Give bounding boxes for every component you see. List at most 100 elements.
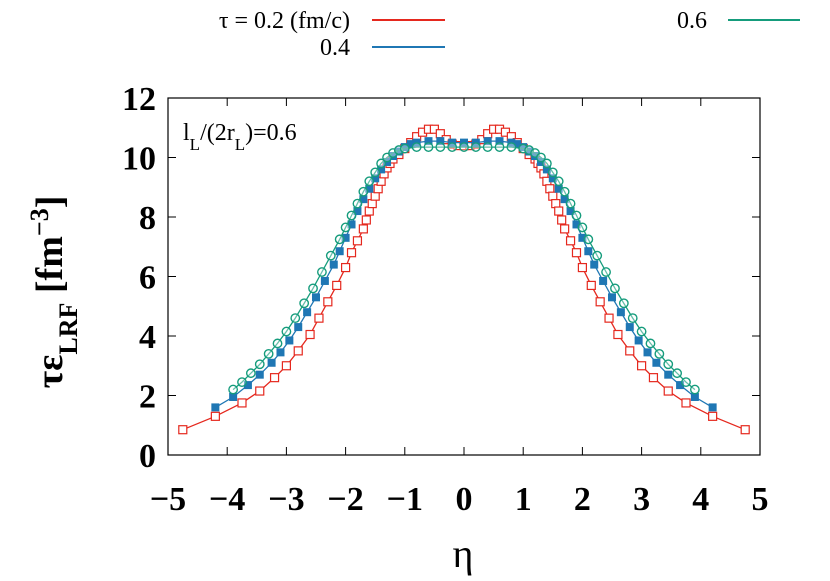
data-point (294, 323, 303, 332)
data-point (269, 373, 280, 383)
data-point (237, 398, 247, 408)
data-point (545, 184, 555, 194)
series-line (232, 146, 696, 391)
legend: τ = 0.2 (fm/c)0.4 0.6 (219, 8, 800, 61)
data-point (672, 368, 683, 379)
data-point (325, 250, 336, 261)
data-point (320, 276, 329, 285)
data-point (254, 359, 265, 370)
x-tick-label: −4 (209, 481, 245, 518)
data-point (494, 142, 505, 152)
data-point (590, 260, 599, 269)
y-tick-label: 2 (139, 379, 156, 416)
data-point (364, 176, 375, 187)
x-tick-label: −2 (327, 481, 363, 518)
data-point (267, 358, 276, 367)
x-tick-label: 4 (692, 481, 709, 518)
data-point (592, 250, 603, 261)
data-point (578, 233, 587, 242)
data-point (551, 199, 561, 209)
data-point (334, 234, 345, 245)
data-point (634, 336, 643, 345)
data-point (740, 425, 750, 435)
data-point (483, 137, 492, 146)
data-point (636, 361, 647, 371)
data-point (636, 326, 647, 337)
data-point (536, 152, 546, 163)
data-point (364, 206, 374, 216)
data-point (584, 247, 593, 256)
legend-label: 0.4 (320, 35, 350, 61)
data-point (560, 224, 570, 234)
data-point (654, 348, 665, 359)
series-2 (211, 137, 717, 412)
annotation-label: lL/(2rL)=0.6 (183, 120, 297, 154)
data-point (293, 346, 303, 356)
x-tick-label: 3 (633, 481, 650, 518)
data-point (290, 313, 301, 324)
data-point (557, 215, 567, 225)
legend-label: τ = 0.2 (fm/c) (219, 8, 350, 34)
data-point (329, 260, 338, 269)
data-point (237, 377, 247, 388)
x-tick-label: 5 (752, 481, 769, 518)
data-point (652, 358, 661, 367)
data-point (346, 248, 357, 258)
y-tick-label: 8 (139, 200, 156, 237)
data-point (627, 313, 638, 324)
data-point (565, 198, 576, 209)
data-point (689, 384, 700, 395)
data-point (352, 198, 363, 209)
data-point (616, 308, 625, 317)
data-point (553, 176, 564, 187)
data-point (495, 137, 504, 146)
data-point (308, 283, 318, 294)
data-point (604, 313, 614, 323)
y-tick-label: 6 (139, 260, 156, 297)
data-point (599, 276, 608, 285)
data-point (643, 348, 652, 357)
data-point (613, 329, 623, 340)
data-point (708, 403, 717, 412)
x-tick-label: 0 (456, 481, 473, 518)
data-point (424, 137, 433, 146)
data-point (554, 206, 564, 216)
data-point (272, 338, 283, 349)
data-point (595, 297, 605, 307)
data-point (211, 403, 220, 412)
data-point (618, 298, 629, 309)
data-point (332, 280, 342, 291)
data-point (361, 215, 371, 225)
data-point (281, 326, 292, 337)
data-point (367, 199, 377, 209)
data-point (255, 386, 265, 396)
data-point (608, 293, 616, 302)
data-point (447, 142, 458, 152)
data-point (583, 234, 594, 245)
data-point (285, 336, 294, 345)
series-layer (178, 124, 750, 435)
data-point (645, 338, 656, 349)
x-tick-label: 1 (515, 481, 532, 518)
data-point (459, 142, 469, 152)
data-point (314, 313, 324, 323)
data-point (376, 158, 387, 169)
data-point (565, 236, 576, 246)
x-tick-label: −1 (387, 481, 423, 518)
data-point (625, 346, 635, 356)
data-point (601, 267, 611, 277)
data-point (690, 392, 699, 401)
x-axis-label: η (453, 531, 474, 576)
data-point (210, 411, 220, 421)
data-point (312, 293, 320, 302)
data-point (263, 348, 274, 359)
data-point (577, 222, 588, 233)
data-point (559, 186, 570, 197)
data-point (586, 280, 596, 291)
data-point (317, 267, 327, 277)
data-point (358, 224, 368, 234)
data-point (548, 191, 558, 201)
